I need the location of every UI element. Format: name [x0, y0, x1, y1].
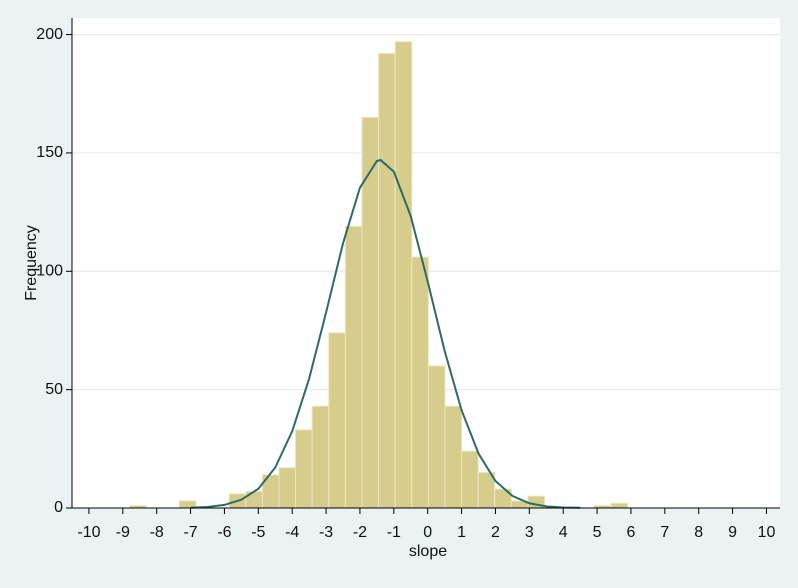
bar [278, 467, 297, 509]
bar [295, 429, 313, 509]
x-tick-label: 1 [457, 524, 466, 541]
x-tick-label: 7 [660, 524, 669, 541]
bar [311, 405, 330, 509]
x-tick-label: 9 [728, 524, 737, 541]
x-tick-label: 4 [559, 524, 568, 541]
bar [361, 116, 380, 509]
x-tick-label: -7 [183, 524, 197, 541]
bar [245, 490, 263, 509]
bar [461, 450, 479, 509]
x-tick-label: -8 [150, 524, 164, 541]
y-tick-label: 0 [54, 499, 63, 516]
x-tick-label: 5 [593, 524, 602, 541]
bar [378, 53, 396, 509]
y-tick-label: 100 [36, 263, 63, 280]
bar [477, 471, 496, 509]
x-tick-label: -3 [319, 524, 333, 541]
x-tick-label: -10 [77, 524, 100, 541]
y-tick-label: 200 [36, 26, 63, 43]
x-tick-label: -4 [285, 524, 299, 541]
x-tick-label: -9 [116, 524, 130, 541]
x-tick-label: 6 [626, 524, 635, 541]
bar [427, 365, 446, 509]
x-tick-label: 0 [423, 524, 432, 541]
x-tick-label: 10 [758, 524, 776, 541]
bar [610, 502, 629, 509]
bar [328, 332, 346, 509]
x-tick-label: -5 [251, 524, 265, 541]
x-tick-label: -1 [387, 524, 401, 541]
bar [344, 225, 363, 509]
y-axis-label: Frequency [23, 225, 40, 301]
x-tick-label: 3 [525, 524, 534, 541]
x-tick-label: 2 [491, 524, 500, 541]
x-tick-label: -6 [217, 524, 231, 541]
x-tick-label: -2 [353, 524, 367, 541]
bar [444, 405, 463, 509]
bar [411, 256, 429, 509]
x-axis-label: slope [409, 543, 447, 560]
y-tick-label: 150 [36, 144, 63, 161]
density-curve [190, 158, 581, 509]
y-tick-label: 50 [45, 381, 63, 398]
x-tick-label: 8 [694, 524, 703, 541]
bar [394, 41, 413, 509]
